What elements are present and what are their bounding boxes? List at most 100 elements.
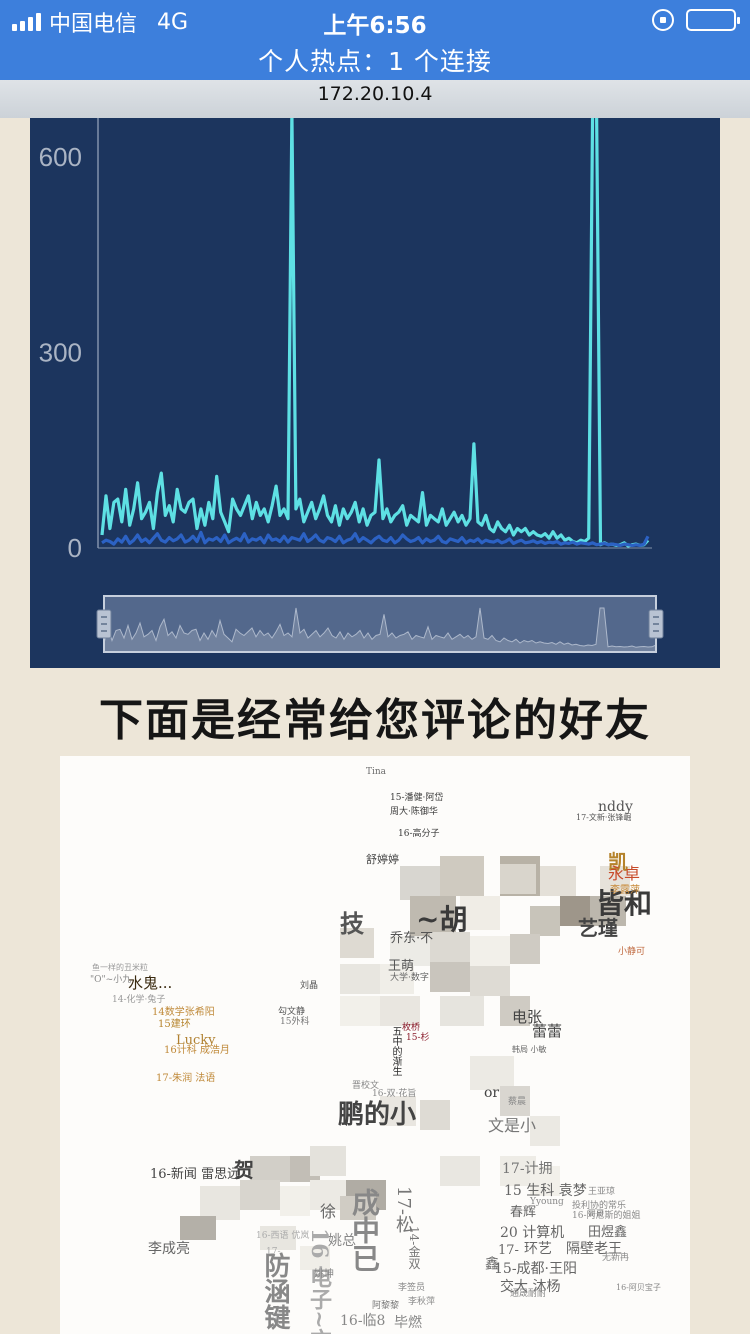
wordcloud-friend-name: 投利协的常乐 <box>572 1201 627 1211</box>
mosaic-block <box>530 906 560 936</box>
wordcloud-friend-name: 晋校文 <box>352 1081 380 1091</box>
wordcloud-friend-name: 环艺 <box>524 1241 552 1257</box>
section-heading: 下面是经常给您评论的好友 <box>99 695 651 746</box>
wordcloud-friend-name: 16-双·花旨 <box>372 1089 417 1099</box>
wordcloud-friend-name: 李露萍 <box>610 885 640 896</box>
status-right <box>652 9 740 31</box>
mosaic-block <box>600 866 630 896</box>
mosaic-block <box>310 1146 346 1176</box>
mosaic-block <box>540 866 576 896</box>
wordcloud-friend-name: 乔东·不 <box>390 931 434 946</box>
wordcloud-friend-name: 蕾蕾 <box>532 1022 563 1040</box>
wordcloud-friend-name: 鱼一样的丑米粒 <box>92 963 148 972</box>
wordcloud-friend-name: 17-松 <box>393 1186 414 1233</box>
mosaic-block <box>530 1166 560 1196</box>
address-text: 172.20.10.4 <box>317 83 433 105</box>
wordcloud-friend-name: 阿黎黎 <box>372 1301 400 1311</box>
wordcloud-friend-name: 枚桥 <box>402 1023 421 1033</box>
wordcloud-friend-name: 水鬼... <box>128 974 173 992</box>
wordcloud-friend-name: 16-新闻 雷思远 <box>150 1167 241 1182</box>
mosaic-block <box>250 1156 290 1182</box>
wordcloud-friend-name: 15建环 <box>158 1019 191 1030</box>
zoom-handle-left[interactable] <box>96 609 112 639</box>
mosaic-block <box>410 896 456 936</box>
mosaic-block <box>240 1180 280 1210</box>
wordcloud-friend-name: 16-西语 优岚 <box>256 1231 310 1241</box>
wordcloud-friend-name: 艺瑾 <box>578 916 618 940</box>
wordcloud-friend-name: Tina <box>366 767 387 777</box>
mosaic-block <box>500 864 536 894</box>
wordcloud-friend-name: 鹏的小 <box>338 1100 417 1130</box>
wordcloud-friend-name: 15 生科 袁梦 <box>504 1183 587 1199</box>
series-line-primary <box>100 118 650 548</box>
wordcloud-friend-name: 李成亮 <box>148 1241 190 1257</box>
wordcloud-friend-name: 徐 <box>320 1202 337 1221</box>
mosaic-block <box>280 1186 310 1216</box>
wordcloud-friend-name: 17- <box>266 1247 281 1257</box>
wordcloud-friend-name: 15-成都·王阳 <box>494 1261 577 1277</box>
wordcloud-friend-name: 小静可 <box>618 947 646 957</box>
mosaic-block <box>340 964 386 994</box>
carrier-name: 中国电信 <box>49 12 138 37</box>
mosaic-block <box>340 928 374 958</box>
wordcloud-friend-name: nddy <box>598 799 633 815</box>
mosaic-block <box>510 934 540 964</box>
mosaic-block <box>400 866 440 900</box>
wordcloud-friend-name: 16-高分子 <box>398 829 440 839</box>
wordcloud-friend-name: 姚坤 <box>314 1269 334 1280</box>
wordcloud-friend-name: 20 计算机 <box>500 1225 565 1241</box>
wordcloud-friend-name: 技 <box>340 909 364 938</box>
wordcloud-friend-name: 姚总 <box>328 1233 356 1249</box>
mosaic-block <box>440 856 484 896</box>
wordcloud-friend-name: 勾文静 <box>278 1007 306 1017</box>
wordcloud-friend-name: 防涵键 <box>260 1252 290 1330</box>
wordcloud-friend-name: or <box>484 1085 500 1101</box>
wordcloud-friend-name: 17-文新·张锋崛 <box>576 813 632 822</box>
y-tick-label: 300 <box>39 338 82 368</box>
wordcloud-friend-name: 17-朱润 法语 <box>156 1073 216 1084</box>
wordcloud-friend-name: 王萌 <box>388 959 415 974</box>
mosaic-block <box>530 1116 560 1146</box>
network-type: 4G <box>157 9 189 35</box>
zoom-slider-window[interactable] <box>103 595 657 653</box>
mosaic-block <box>590 896 626 926</box>
wordcloud-friend-name: 皆和 <box>596 887 653 920</box>
mosaic-block <box>380 996 420 1026</box>
wordcloud-friend-name: 李秋萍 <box>408 1297 436 1307</box>
series-line-secondary <box>101 530 650 547</box>
y-tick-label: 600 <box>39 142 82 172</box>
mosaic-block <box>430 932 470 966</box>
mosaic-block <box>430 962 470 992</box>
status-bar: 中国电信 4G 上午6:56 个人热点：1 个连接 <box>0 0 750 80</box>
mosaic-block <box>440 996 484 1026</box>
wordcloud-friend-name: 周大·陈御华 <box>390 807 438 817</box>
wordcloud-friend-name: 16-阿贝宝子 <box>616 1283 661 1292</box>
wordcloud-friend-name: 15-潘健·阿岱 <box>390 793 444 803</box>
mosaic-block <box>340 1196 376 1220</box>
wordcloud-friend-name: 16-临8 <box>340 1313 386 1329</box>
wordcloud-friend-name: Yyoung <box>530 1197 564 1207</box>
mosaic-block <box>260 1226 296 1250</box>
mosaic-block <box>470 1056 514 1090</box>
wordcloud-friend-name: 凯 <box>608 850 628 874</box>
mosaic-block <box>460 896 500 930</box>
wordcloud-friend-name: 蔡晨 <box>508 1097 527 1107</box>
hotspot-banner[interactable]: 个人热点：1 个连接 <box>258 47 492 76</box>
wordcloud-friend-name: 大学·数字 <box>390 973 429 983</box>
wordcloud-friend-name: 14-金双 <box>407 1226 421 1270</box>
zoom-slider-preview <box>103 607 657 653</box>
mosaic-block <box>470 936 510 966</box>
mosaic-block <box>200 1186 240 1220</box>
zoom-handle-right[interactable] <box>648 609 664 639</box>
mosaic-block <box>300 1246 330 1270</box>
wordcloud-friend-name: "O"~小九 <box>90 975 132 985</box>
wordcloud-friend-name: 17-计拥 <box>502 1161 553 1177</box>
chart-svg: 0 300 600 <box>39 118 664 653</box>
wordcloud-friend-name: 无新冉 <box>602 1253 630 1263</box>
wordcloud-friend-name: 14-化学·兔子 <box>112 995 166 1005</box>
wordcloud-friend-name: 永卓 <box>608 864 641 883</box>
mosaic-block <box>500 1086 530 1116</box>
wordcloud-friend-name: 舒婷婷 <box>366 853 399 866</box>
wordcloud-friend-name: 15-杉 <box>406 1033 430 1043</box>
address-bar[interactable]: 172.20.10.4 <box>0 80 750 118</box>
